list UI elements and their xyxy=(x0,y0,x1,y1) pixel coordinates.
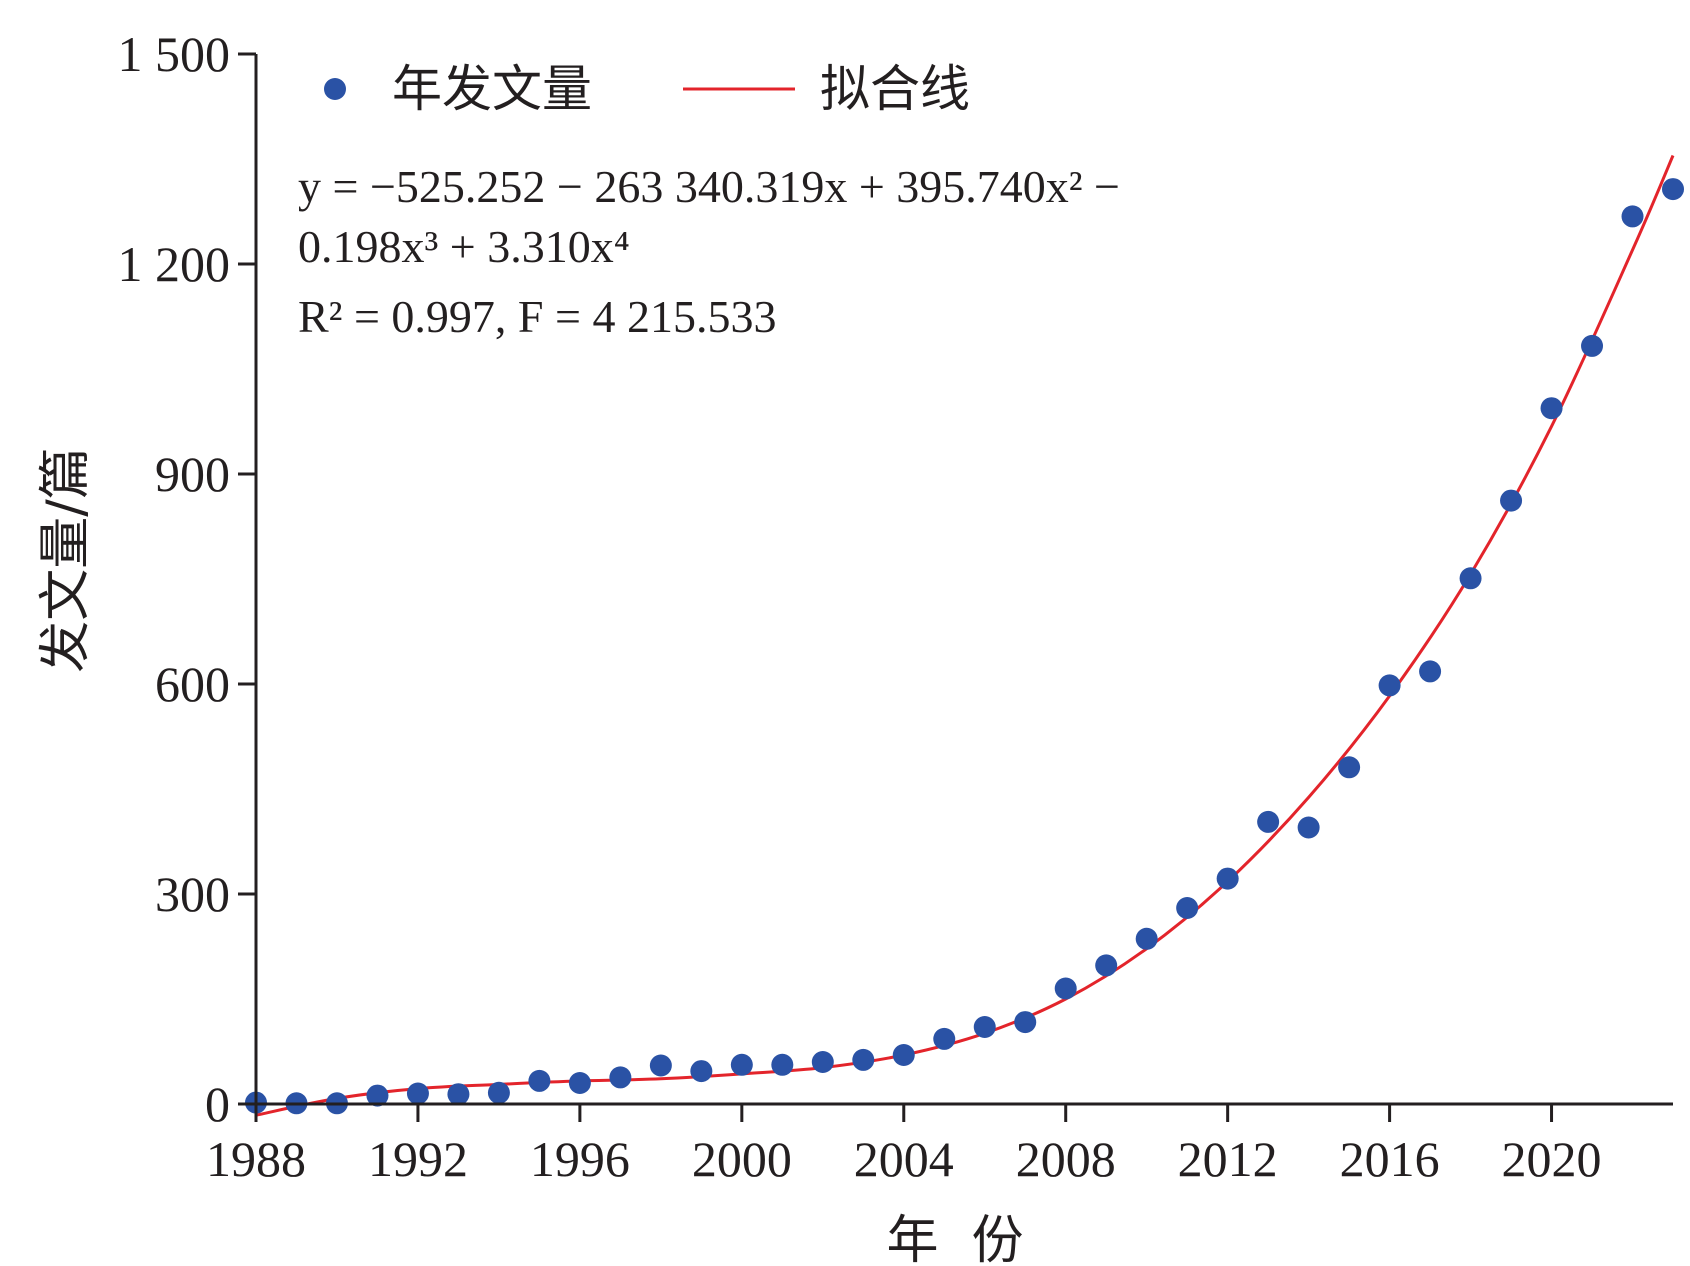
data-point xyxy=(649,1054,672,1077)
data-point xyxy=(1540,397,1563,420)
y-tick-label: 900 xyxy=(155,446,230,502)
legend-scatter-label: 年发文量 xyxy=(392,60,592,118)
x-tick-label: 2004 xyxy=(854,1131,954,1187)
equation-line-1: y = −525.252 − 263 340.319x + 395.740x² … xyxy=(298,161,1120,212)
data-point xyxy=(528,1069,551,1092)
data-point xyxy=(1176,897,1199,919)
data-point xyxy=(811,1051,834,1073)
y-tick-label: 0 xyxy=(205,1076,230,1132)
x-tick-label: 1988 xyxy=(206,1131,306,1187)
data-point xyxy=(609,1066,632,1089)
data-point xyxy=(1297,816,1320,839)
x-tick-label: 2020 xyxy=(1502,1131,1602,1187)
data-point xyxy=(1459,567,1482,590)
data-point xyxy=(366,1084,389,1107)
data-point xyxy=(1216,867,1239,890)
data-point xyxy=(1419,660,1442,683)
data-point xyxy=(690,1060,713,1083)
legend-line-label: 拟合线 xyxy=(820,60,970,118)
data-point xyxy=(1621,205,1644,228)
y-tick-label: 600 xyxy=(155,656,230,712)
data-point xyxy=(1500,489,1523,512)
data-point xyxy=(892,1044,915,1066)
data-point xyxy=(1257,810,1280,833)
y-tick-label: 1 200 xyxy=(118,236,231,292)
equation-line-2: 0.198x³ + 3.310x⁴ xyxy=(298,221,630,272)
equation-annotation: y = −525.252 − 263 340.319x + 395.740x² … xyxy=(298,161,1120,342)
data-point xyxy=(1014,1011,1037,1034)
x-tick-label: 1992 xyxy=(368,1131,468,1187)
data-point xyxy=(487,1081,510,1104)
x-tick-label: 2008 xyxy=(1016,1131,1116,1187)
fit-line-layer xyxy=(255,154,1675,1117)
data-point xyxy=(1662,178,1684,201)
data-point xyxy=(1581,334,1604,357)
data-points-layer xyxy=(245,178,1684,1115)
fit-line xyxy=(255,154,1675,1117)
legend: 年发文量 拟合线 xyxy=(324,60,970,118)
data-point xyxy=(1135,927,1158,950)
data-point xyxy=(1338,756,1361,779)
data-point xyxy=(447,1083,470,1106)
x-tick-label: 2016 xyxy=(1340,1131,1440,1187)
y-axis-title: 发文量/篇 xyxy=(36,447,96,673)
data-point xyxy=(933,1027,956,1050)
data-point xyxy=(771,1053,794,1076)
x-tick-label: 2012 xyxy=(1178,1131,1278,1187)
x-axis-title: 年 份 xyxy=(886,1211,1023,1266)
x-tick-label: 1996 xyxy=(530,1131,630,1187)
data-point xyxy=(852,1048,875,1071)
data-point xyxy=(730,1053,753,1076)
legend-scatter-marker xyxy=(324,78,346,100)
x-axis-ticks: 1988 1992 1996 2000 2004 2008 2012 2016 2020 xyxy=(206,1104,1602,1187)
data-point xyxy=(1054,977,1077,1000)
y-tick-label: 300 xyxy=(155,866,230,922)
data-point xyxy=(406,1082,429,1105)
data-point xyxy=(568,1072,591,1094)
y-axis-ticks: 0 300 600 900 1 200 1 500 xyxy=(118,26,256,1132)
y-tick-label: 1 500 xyxy=(118,26,231,82)
data-point xyxy=(973,1016,996,1038)
data-point xyxy=(1378,674,1401,697)
equation-line-3: R² = 0.997, F = 4 215.533 xyxy=(298,291,776,342)
x-tick-label: 2000 xyxy=(692,1131,792,1187)
axes: 1988 1992 1996 2000 2004 2008 2012 2016 2020 0 30… xyxy=(118,26,1673,1187)
plot-area xyxy=(245,154,1684,1117)
data-point xyxy=(1095,954,1118,977)
